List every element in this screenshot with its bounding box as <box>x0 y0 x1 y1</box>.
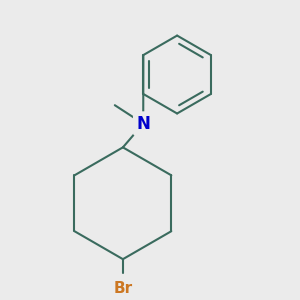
Text: Br: Br <box>113 281 133 296</box>
Text: N: N <box>136 115 150 133</box>
